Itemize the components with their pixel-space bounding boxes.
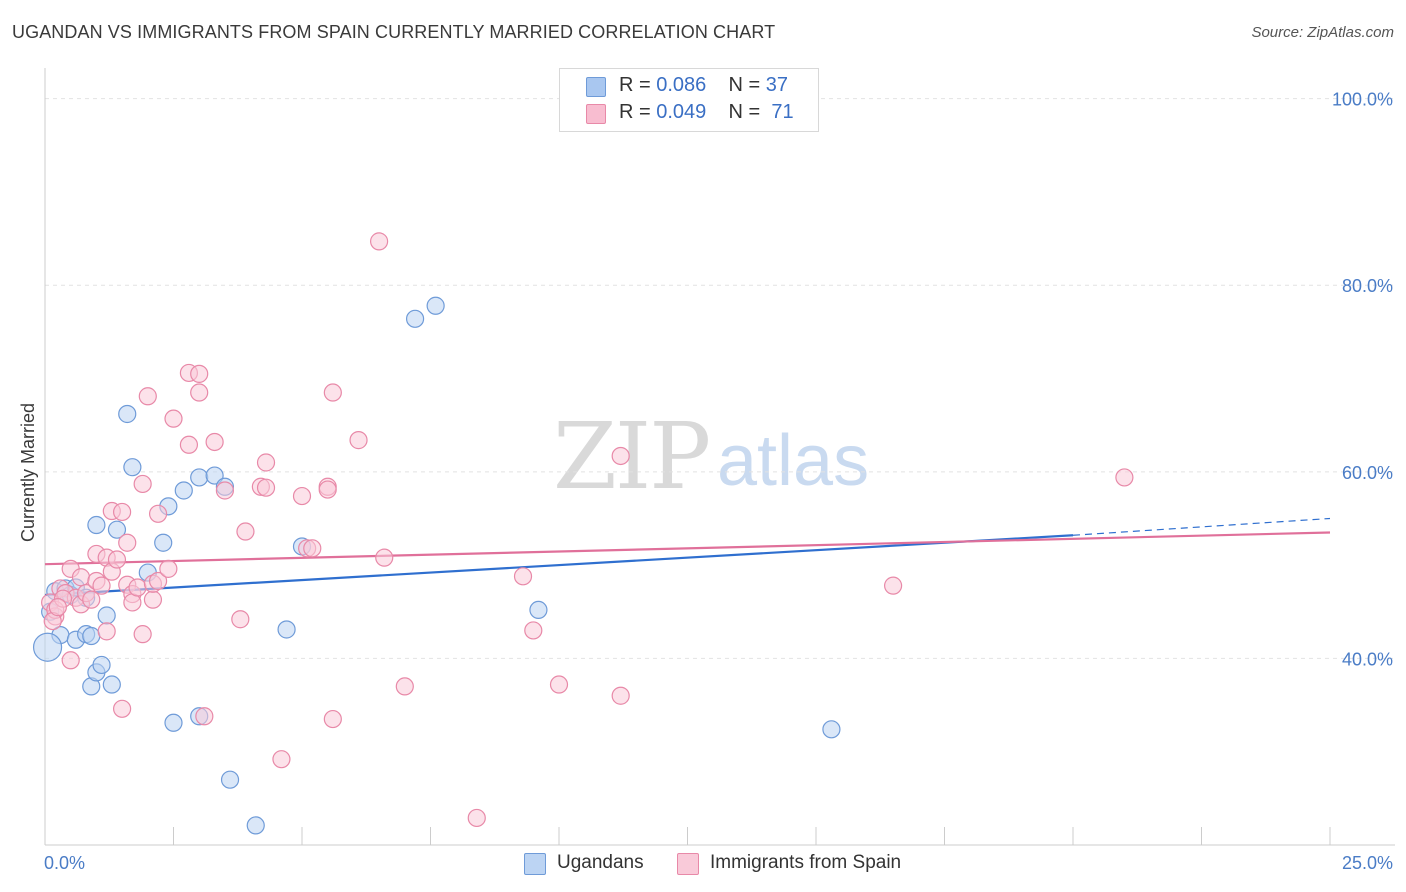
legend-swatch-pink [677, 853, 699, 875]
point-spain [195, 707, 214, 726]
point-spain [323, 709, 342, 729]
legend-text: R = 0.049 N = 71 [619, 101, 794, 123]
point-spain [179, 435, 199, 454]
legend-text: R = 0.086 N = 37 [619, 74, 789, 96]
point-spain [148, 504, 168, 523]
point-spain [190, 383, 209, 402]
point-ugandans [529, 600, 548, 620]
point-ugandans [118, 404, 137, 424]
point-spain [370, 232, 389, 251]
point-ugandans [107, 520, 127, 539]
point-spain [272, 750, 291, 769]
x-tick-label: 0.0% [44, 853, 85, 873]
legend-swatch-blue [524, 853, 546, 875]
point-spain [107, 550, 127, 569]
point-spain [883, 576, 903, 595]
point-spain [349, 431, 368, 450]
point-spain [231, 610, 250, 629]
gridlines [45, 98, 1395, 659]
point-spain [61, 651, 80, 670]
point-ugandans [87, 515, 106, 535]
legend-swatch-blue [586, 77, 606, 97]
legend-swatch-pink [586, 104, 606, 124]
point-spain [256, 453, 276, 472]
point-ugandans [205, 466, 224, 485]
point-spain [164, 409, 183, 428]
point-spain [128, 578, 147, 597]
point-ugandans [102, 675, 121, 694]
watermark-atlas: atlas [717, 421, 870, 501]
y-tick-label: 60.0% [1342, 463, 1393, 483]
point-spain [112, 502, 132, 522]
legend-label: Immigrants from Spain [710, 852, 902, 873]
point-spain [256, 478, 276, 497]
point-spain [133, 474, 152, 494]
point-spain [611, 446, 630, 466]
point-ugandans [174, 481, 193, 500]
point-ugandans [822, 720, 841, 739]
point-spain [148, 571, 168, 591]
trend-lines [44, 517, 1331, 597]
trend-line-ugandans [44, 534, 1074, 597]
point-spain [303, 539, 322, 558]
point-ugandans [426, 296, 445, 315]
point-spain [395, 677, 414, 696]
point-ugandans [123, 458, 142, 477]
point-spain [524, 621, 543, 640]
point-spain [82, 590, 101, 609]
y-tick-label: 40.0% [1342, 649, 1393, 669]
point-spain [467, 808, 486, 828]
point-spain [48, 598, 67, 617]
point-ugandans [190, 468, 209, 487]
point-spain [92, 576, 111, 595]
trend-line-ugandans-extension [1072, 517, 1331, 536]
point-ugandans [97, 606, 116, 625]
point-spain [205, 432, 224, 452]
point-ugandans [82, 626, 101, 646]
point-spain [513, 567, 533, 586]
tick-labels: 40.0% 60.0% 80.0% 100.0% 0.0% 25.0% Currently … [18, 90, 1393, 873]
point-ugandans [164, 713, 183, 732]
point-spain [118, 533, 137, 552]
correlation-legend: R = 0.086 N = 37 R = 0.049 N = 71 [559, 68, 819, 132]
legend-label: Ugandans [557, 852, 644, 873]
point-spain [549, 675, 569, 694]
point-spain [1115, 468, 1134, 487]
y-axis-label: Currently Married [18, 403, 38, 542]
axes [44, 68, 1395, 846]
point-ugandans [277, 620, 296, 639]
point-spain [611, 686, 630, 705]
point-spain [215, 481, 234, 500]
chart-title: UGANDAN VS IMMIGRANTS FROM SPAIN CURRENT… [12, 22, 776, 42]
x-tick-label: 25.0% [1342, 853, 1393, 873]
y-tick-label: 100.0% [1332, 90, 1393, 110]
point-spain [323, 383, 342, 402]
point-spain [133, 625, 152, 644]
point-spain [190, 364, 209, 383]
point-spain [112, 699, 132, 718]
data-points [32, 232, 1134, 835]
point-spain [143, 590, 163, 609]
point-spain [71, 568, 91, 587]
point-spain [292, 486, 312, 506]
point-ugandans [32, 632, 63, 662]
point-spain [375, 548, 394, 567]
source-label: Source: ZipAtlas.com [1251, 24, 1394, 41]
y-tick-label: 80.0% [1342, 276, 1393, 296]
point-spain [97, 622, 116, 641]
point-spain [318, 480, 337, 499]
point-spain [138, 387, 157, 406]
point-ugandans [92, 655, 111, 675]
point-ugandans [246, 816, 265, 835]
point-ugandans [220, 770, 240, 789]
point-spain [159, 559, 178, 578]
point-ugandans [154, 533, 173, 552]
point-ugandans [405, 309, 425, 328]
trend-line-spain [44, 531, 1331, 566]
point-spain [236, 522, 255, 541]
watermark-zip: ZIP [553, 403, 711, 510]
